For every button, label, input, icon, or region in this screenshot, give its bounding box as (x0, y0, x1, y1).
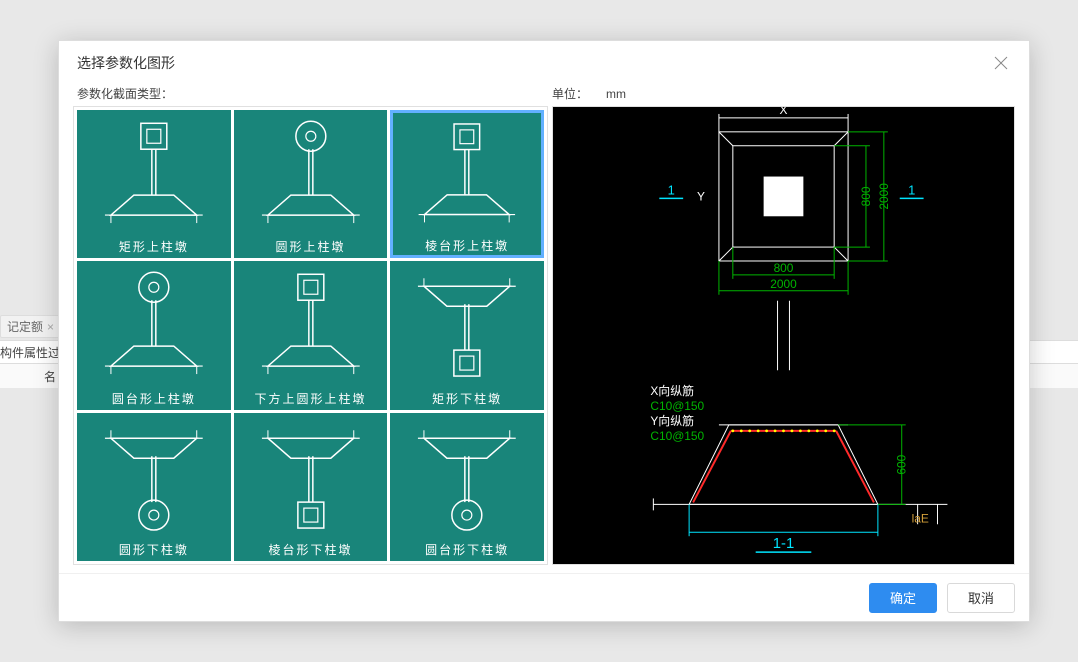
svg-text:600: 600 (895, 454, 909, 474)
shape-card-bottom-sq-top-cyl[interactable]: 下方上圆形上柱墩 (234, 261, 388, 409)
parametric-shape-dialog: 选择参数化图形 参数化截面类型： 单位： mm 矩形上柱墩圆形上柱墩棱台形上柱墩… (58, 40, 1030, 622)
background-tab: 记定额× (0, 315, 61, 338)
shape-card-label: 圆形下柱墩 (79, 541, 229, 559)
shape-grid: 矩形上柱墩圆形上柱墩棱台形上柱墩圆台形上柱墩下方上圆形上柱墩矩形下柱墩圆形下柱墩… (73, 106, 548, 565)
dialog-header: 选择参数化图形 (59, 41, 1029, 85)
svg-text:1: 1 (908, 182, 915, 197)
svg-text:Y向纵筋: Y向纵筋 (650, 414, 694, 428)
svg-text:800: 800 (859, 186, 873, 206)
shape-thumbnail (79, 263, 229, 389)
shape-card-label: 棱台形上柱墩 (393, 237, 541, 255)
svg-text:Y: Y (697, 189, 705, 203)
svg-text:C10@150: C10@150 (650, 399, 704, 413)
svg-text:X向纵筋: X向纵筋 (650, 384, 694, 398)
shape-thumbnail (236, 415, 386, 541)
svg-text:X: X (780, 107, 788, 117)
svg-text:1: 1 (668, 182, 675, 197)
svg-text:1-1: 1-1 (773, 536, 795, 552)
cancel-button[interactable]: 取消 (947, 583, 1015, 613)
unit-value: mm (606, 87, 626, 101)
close-icon (994, 56, 1008, 70)
unit-label: 单位： (552, 85, 588, 102)
shape-card-rect-top-pier[interactable]: 矩形上柱墩 (77, 110, 231, 258)
svg-text:laE: laE (912, 511, 929, 525)
svg-text:C10@150: C10@150 (650, 429, 704, 443)
close-button[interactable] (991, 53, 1011, 73)
shape-card-circle-bottom-pier[interactable]: 圆形下柱墩 (77, 413, 231, 561)
shape-card-frustum-bottom-pier[interactable]: 棱台形下柱墩 (234, 413, 388, 561)
shape-thumbnail (392, 263, 542, 389)
shape-card-frustum-top-pier[interactable]: 棱台形上柱墩 (390, 110, 544, 258)
shape-thumbnail (236, 263, 386, 389)
dialog-title: 选择参数化图形 (77, 53, 175, 73)
shape-viewer: XY8002000800200011600laE1-1X向纵筋C10@150Y向… (552, 106, 1015, 565)
shape-card-label: 圆形上柱墩 (236, 238, 386, 256)
svg-text:2000: 2000 (770, 277, 797, 291)
shape-card-cone-top-pier[interactable]: 圆台形上柱墩 (77, 261, 231, 409)
shape-thumbnail (79, 415, 229, 541)
ok-button[interactable]: 确定 (869, 583, 937, 613)
shape-card-cone-bottom-pier[interactable]: 圆台形下柱墩 (390, 413, 544, 561)
dialog-subheader: 参数化截面类型： 单位： mm (59, 85, 1029, 106)
shape-card-circle-top-pier[interactable]: 圆形上柱墩 (234, 110, 388, 258)
shape-card-label: 矩形下柱墩 (392, 390, 542, 408)
close-icon: × (47, 320, 54, 334)
shape-card-label: 棱台形下柱墩 (236, 541, 386, 559)
svg-text:800: 800 (774, 261, 794, 275)
svg-text:2000: 2000 (877, 183, 891, 210)
shape-thumbnail (79, 112, 229, 238)
shape-card-label: 矩形上柱墩 (79, 238, 229, 256)
dialog-footer: 确定 取消 (59, 573, 1029, 621)
shape-card-label: 下方上圆形上柱墩 (236, 390, 386, 408)
shape-thumbnail (392, 415, 542, 541)
shape-thumbnail (236, 112, 386, 238)
shape-card-label: 圆台形上柱墩 (79, 390, 229, 408)
shape-card-label: 圆台形下柱墩 (392, 541, 542, 559)
shape-thumbnail (393, 113, 541, 237)
shape-card-rect-bottom-pier[interactable]: 矩形下柱墩 (390, 261, 544, 409)
section-type-label: 参数化截面类型： (77, 85, 552, 102)
